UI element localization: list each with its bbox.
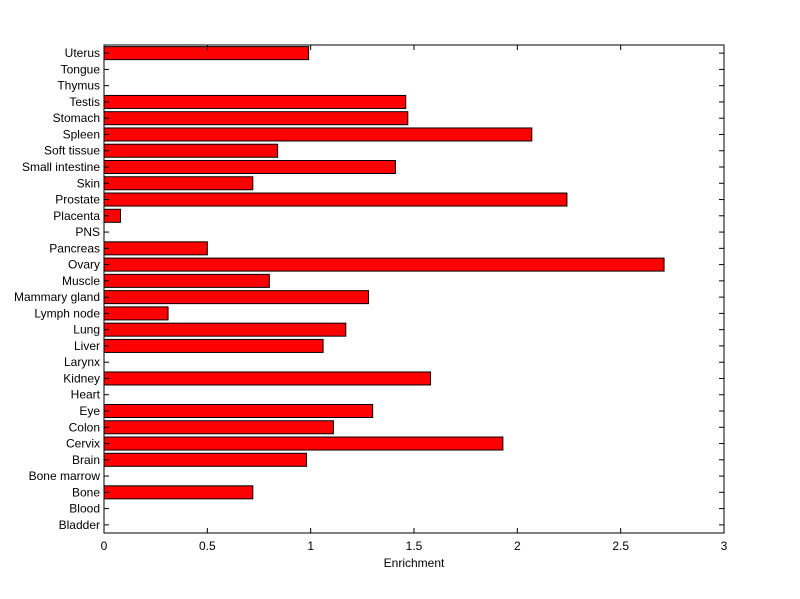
x-tick-label: 1 bbox=[307, 539, 314, 553]
bar-muscle bbox=[103, 273, 270, 288]
y-tick-label-prostate: Prostate bbox=[55, 193, 100, 207]
y-tick-label-blood: Blood bbox=[69, 502, 100, 516]
y-tick-label-pns: PNS bbox=[75, 225, 100, 239]
y-tick-label-colon: Colon bbox=[69, 420, 100, 434]
x-tick-label: 2 bbox=[514, 539, 521, 553]
x-axis-label: Enrichment bbox=[384, 556, 445, 570]
y-axis-ticks: Bladder Blood Bone Bone marrow Brain Cervix Co… bbox=[14, 46, 724, 532]
x-tick-label: 0.5 bbox=[199, 539, 216, 553]
y-tick-label-liver: Liver bbox=[74, 339, 100, 353]
y-tick-label-muscle: Muscle bbox=[62, 274, 100, 288]
bar-ovary bbox=[103, 257, 665, 272]
y-tick-label-thymus: Thymus bbox=[57, 79, 100, 93]
x-tick-label: 1.5 bbox=[406, 539, 423, 553]
bar-brain bbox=[103, 452, 308, 467]
y-tick-label-kidney: Kidney bbox=[63, 371, 100, 385]
x-axis-ticks: 0 0.5 1 1.5 2 2.5 3 bbox=[101, 45, 728, 553]
bar-lung bbox=[103, 322, 347, 337]
y-tick-label-lymph-node: Lymph node bbox=[34, 306, 100, 320]
bar-lymph-node bbox=[103, 306, 169, 321]
y-tick-label-soft-tissue: Soft tissue bbox=[44, 144, 100, 158]
y-tick-label-ovary: Ovary bbox=[68, 258, 100, 272]
bar-soft-tissue bbox=[103, 143, 279, 158]
y-tick-label-placenta: Placenta bbox=[53, 209, 100, 223]
y-tick-label-small-intestine: Small intestine bbox=[22, 160, 100, 174]
bar-mammary-gland bbox=[103, 290, 370, 305]
bar-stomach bbox=[103, 111, 409, 126]
bar-colon bbox=[103, 420, 334, 435]
bar-eye bbox=[103, 403, 374, 419]
y-tick-label-testis: Testis bbox=[69, 95, 100, 109]
y-tick-label-brain: Brain bbox=[72, 453, 100, 467]
bar-liver bbox=[103, 338, 324, 353]
bar-pancreas bbox=[103, 241, 208, 256]
y-tick-label-spleen: Spleen bbox=[63, 127, 100, 141]
bar-prostate bbox=[103, 192, 568, 207]
y-tick-label-bone: Bone bbox=[72, 485, 100, 499]
y-tick-label-skin: Skin bbox=[77, 176, 100, 190]
x-tick-label: 3 bbox=[721, 539, 728, 553]
bar-uterus bbox=[103, 46, 310, 61]
bar-skin bbox=[103, 176, 254, 191]
bar-kidney bbox=[103, 371, 432, 386]
y-tick-label-uterus: Uterus bbox=[65, 46, 100, 60]
y-tick-label-eye: Eye bbox=[79, 404, 100, 418]
x-tick-label: 0 bbox=[101, 539, 108, 553]
y-tick-label-bone-marrow: Bone marrow bbox=[29, 469, 101, 483]
y-tick-label-bladder: Bladder bbox=[59, 518, 100, 532]
y-tick-label-heart: Heart bbox=[71, 388, 101, 402]
y-tick-label-mammary-gland: Mammary gland bbox=[14, 290, 100, 304]
y-tick-label-larynx: Larynx bbox=[64, 355, 100, 369]
bars-group bbox=[103, 46, 665, 500]
bar-testis bbox=[103, 94, 407, 109]
plot-area bbox=[103, 44, 725, 534]
bar-cervix bbox=[103, 436, 504, 451]
x-tick-label: 2.5 bbox=[612, 539, 629, 553]
y-tick-label-cervix: Cervix bbox=[66, 437, 100, 451]
y-tick-label-lung: Lung bbox=[73, 323, 100, 337]
bar-bone bbox=[103, 485, 254, 500]
bar-small-intestine bbox=[103, 159, 396, 175]
y-tick-label-stomach: Stomach bbox=[53, 111, 100, 125]
y-tick-label-tongue: Tongue bbox=[61, 62, 101, 76]
y-tick-label-pancreas: Pancreas bbox=[49, 241, 100, 255]
bar-spleen bbox=[103, 127, 533, 142]
